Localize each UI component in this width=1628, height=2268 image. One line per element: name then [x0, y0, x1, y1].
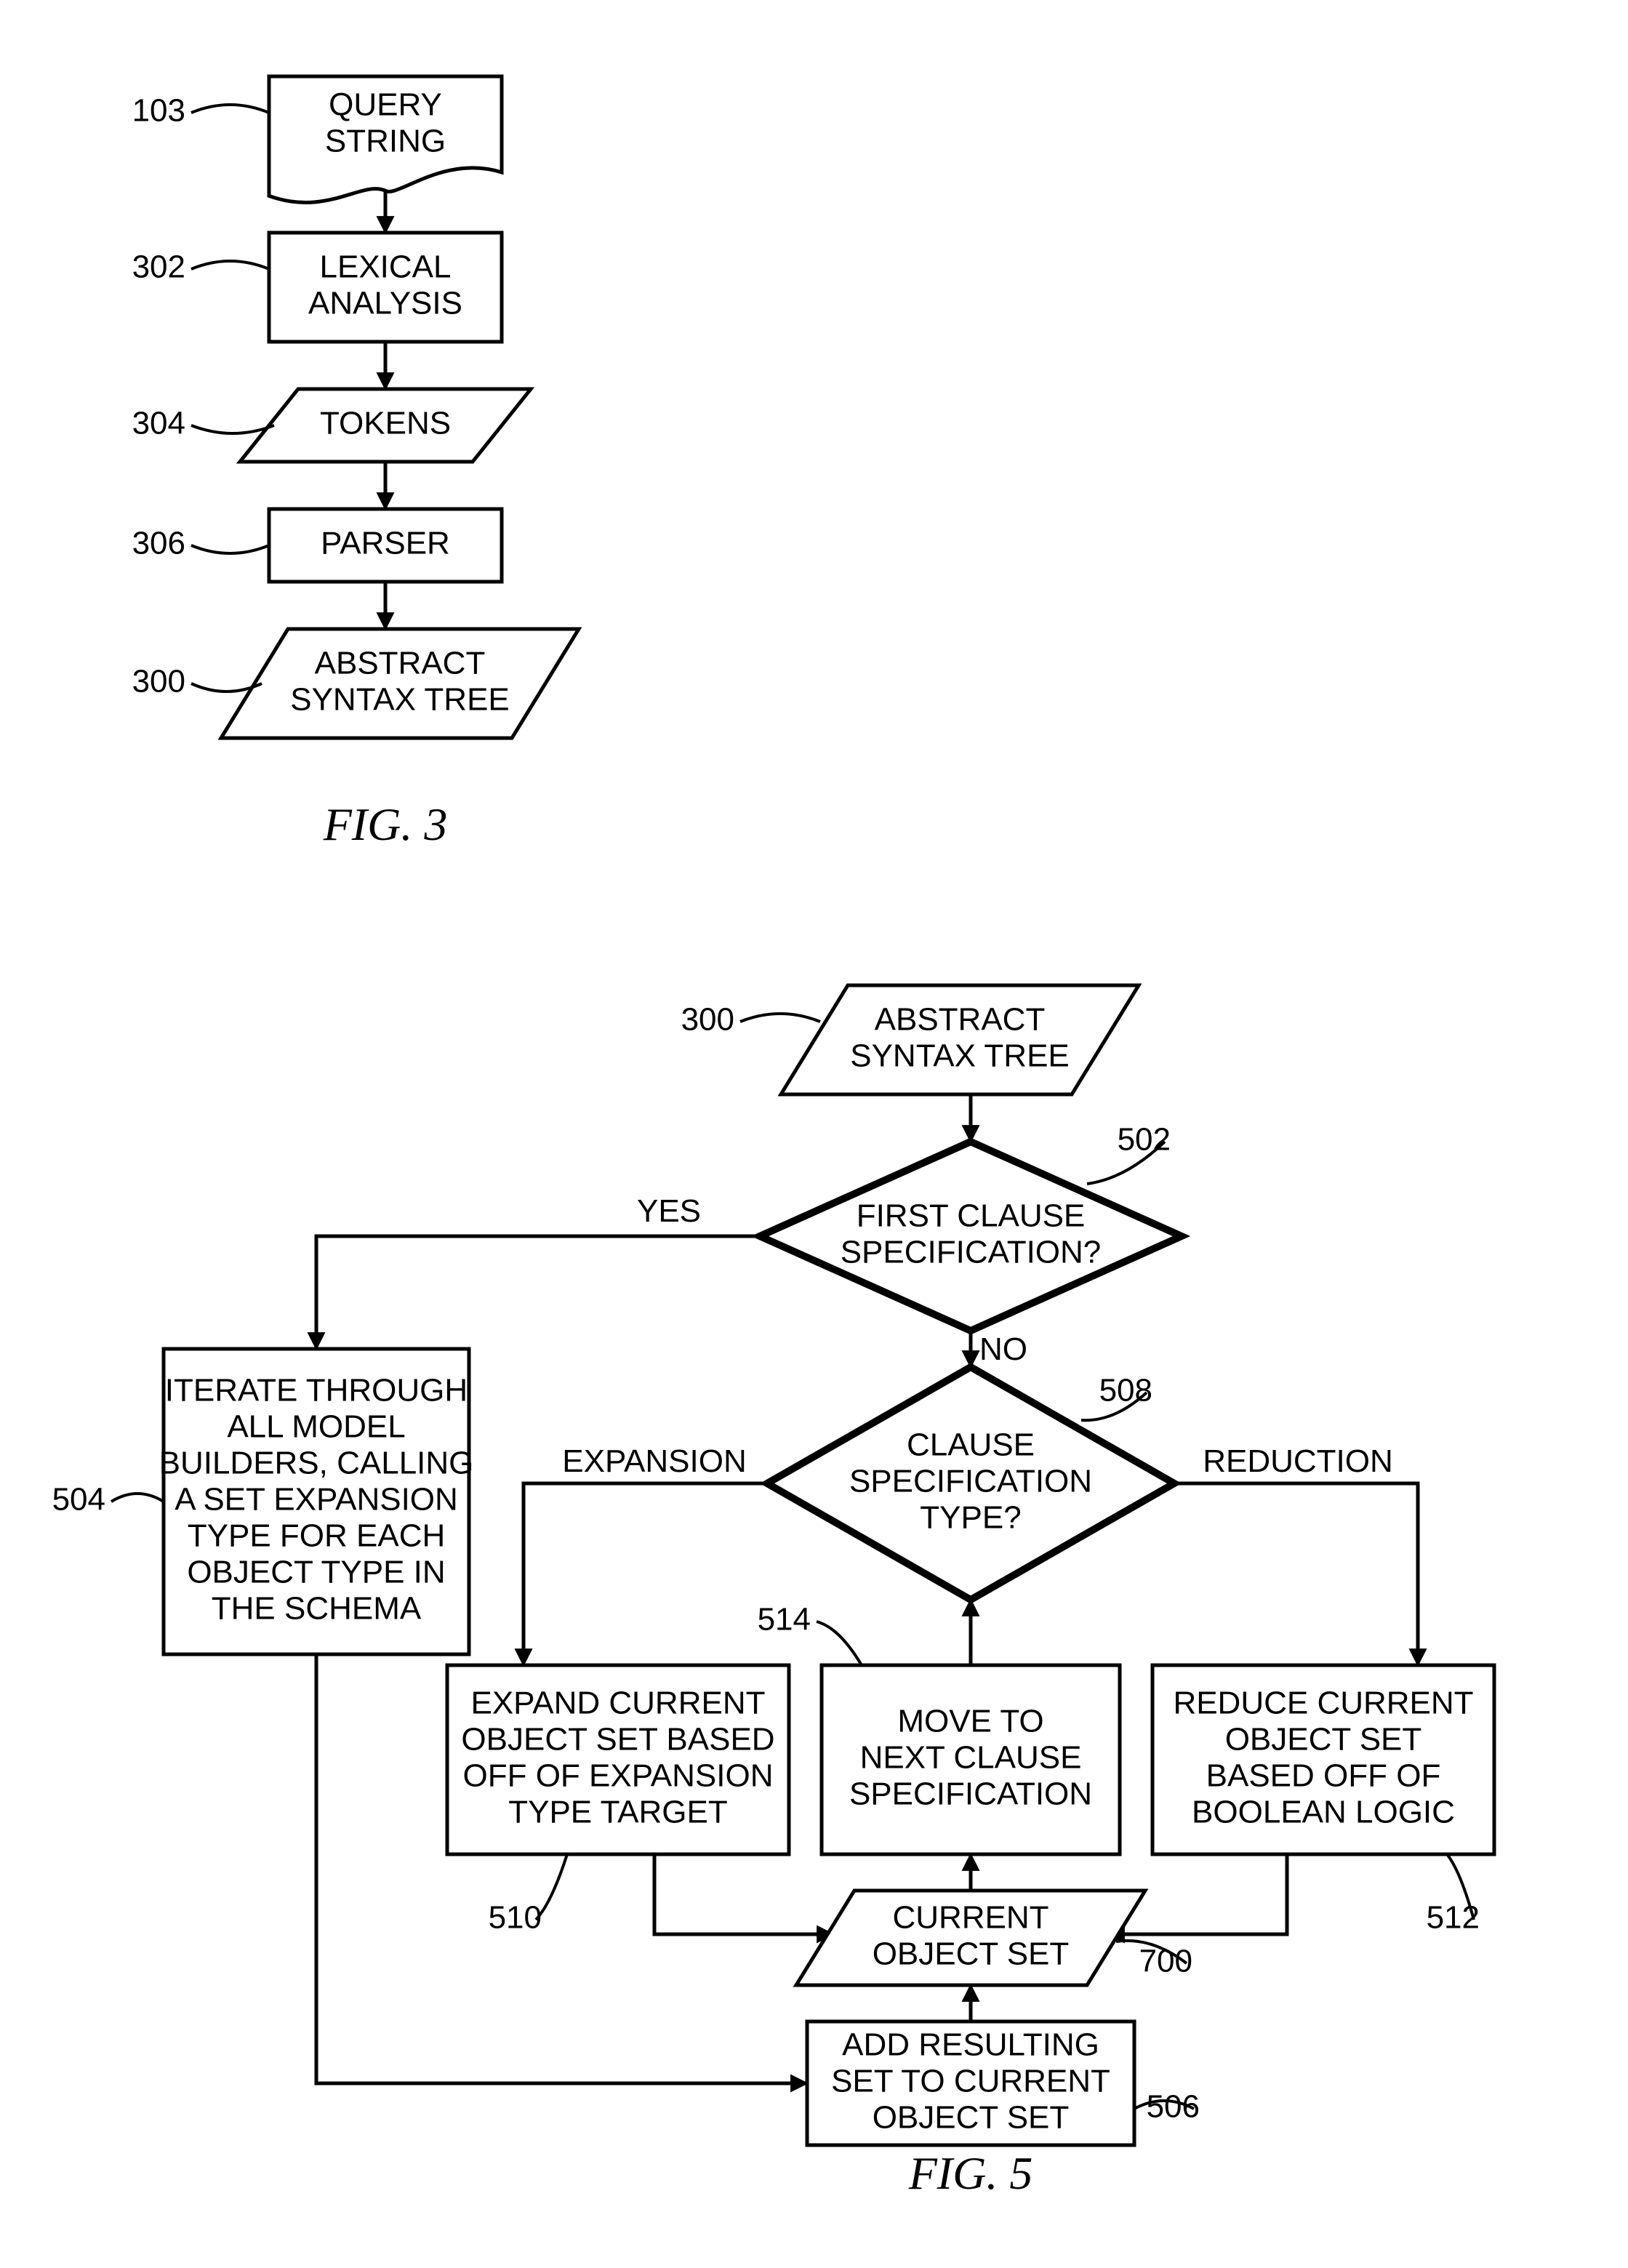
svg-text:502: 502	[1118, 1122, 1171, 1158]
flow-arrow	[654, 1854, 833, 1934]
svg-text:304: 304	[132, 406, 185, 441]
node-text: SYNTAX TREE	[850, 1038, 1070, 1074]
node-text: BUILDERS, CALLING	[159, 1446, 474, 1481]
flow-arrow	[316, 1236, 760, 1349]
node-f5_506: ADD RESULTINGSET TO CURRENTOBJECT SET	[807, 2021, 1134, 2145]
node-text: THE SCHEMA	[212, 1591, 422, 1627]
node-n304: TOKENS	[240, 389, 531, 462]
node-text: PARSER	[321, 526, 450, 561]
node-text: CURRENT	[892, 1900, 1048, 1936]
node-text: BOOLEAN LOGIC	[1192, 1795, 1455, 1830]
node-text: REDUCE CURRENT	[1173, 1686, 1473, 1721]
svg-text:306: 306	[132, 526, 185, 561]
svg-text:508: 508	[1099, 1373, 1152, 1409]
node-n103: QUERYSTRING	[269, 76, 502, 202]
node-text: ABSTRACT	[875, 1002, 1046, 1038]
ref-label-700: 700	[1116, 1941, 1192, 1979]
node-text: OFF OF EXPANSION	[462, 1758, 773, 1794]
edge-label: REDUCTION	[1203, 1443, 1393, 1479]
svg-text:512: 512	[1427, 1900, 1480, 1936]
svg-text:504: 504	[52, 1482, 105, 1518]
diagram-root: QUERYSTRING LEXICALANALYSIS TOKENS PARSER AB…	[0, 0, 1628, 2268]
node-text: A SET EXPANSION	[175, 1482, 458, 1518]
figure-caption: FIG. 5	[908, 2147, 1033, 2199]
ref-label-508: 508	[1081, 1373, 1152, 1421]
node-n302: LEXICALANALYSIS	[269, 233, 502, 342]
node-f5_514: MOVE TONEXT CLAUSESPECIFICATION	[822, 1665, 1120, 1854]
flow-arrow	[524, 1483, 767, 1665]
node-text: OBJECT SET	[873, 2100, 1070, 2136]
node-f5_ast: ABSTRACTSYNTAX TREE	[781, 985, 1139, 1094]
fig5: ABSTRACTSYNTAX TREEFIRST CLAUSESPECIFICA…	[52, 985, 1494, 2199]
node-f5_700: CURRENTOBJECT SET	[796, 1891, 1145, 1985]
node-text: TOKENS	[320, 406, 451, 441]
node-text: SPECIFICATION?	[841, 1235, 1102, 1270]
figure-caption: FIG. 3	[323, 798, 448, 850]
node-text: BASED OFF OF	[1206, 1758, 1441, 1794]
node-f5_512: REDUCE CURRENTOBJECT SETBASED OFF OFBOOL…	[1152, 1665, 1494, 1854]
node-text: OBJECT SET	[873, 1936, 1070, 1972]
node-f5_d502: FIRST CLAUSESPECIFICATION?	[760, 1142, 1182, 1331]
node-text: ANALYSIS	[308, 286, 462, 321]
node-text: EXPAND CURRENT	[470, 1686, 765, 1721]
node-n300: ABSTRACTSYNTAX TREE	[221, 629, 579, 738]
node-text: ITERATE THROUGH	[165, 1373, 468, 1409]
svg-text:103: 103	[132, 93, 185, 129]
node-text: SPECIFICATION	[849, 1464, 1092, 1499]
ref-label-512: 512	[1427, 1854, 1480, 1936]
node-text: LEXICAL	[320, 249, 452, 285]
node-text: TYPE TARGET	[508, 1795, 728, 1830]
svg-text:300: 300	[681, 1002, 734, 1038]
node-n306: PARSER	[269, 509, 502, 582]
node-text: CLAUSE	[907, 1427, 1035, 1463]
node-text: TYPE FOR EACH	[188, 1518, 446, 1554]
node-text: OBJECT SET	[1225, 1722, 1422, 1758]
node-text: STRING	[325, 124, 446, 159]
ref-label-103: 103	[132, 93, 269, 129]
ref-label-510: 510	[489, 1854, 567, 1936]
node-text: NEXT CLAUSE	[860, 1740, 1082, 1776]
node-text: OBJECT SET BASED	[461, 1722, 774, 1758]
svg-text:514: 514	[758, 1602, 811, 1638]
ref-label-306: 306	[132, 526, 269, 561]
node-text: ABSTRACT	[315, 646, 486, 681]
ref-label-502: 502	[1087, 1122, 1171, 1184]
ref-label-302: 302	[132, 249, 269, 285]
ref-label-300: 300	[681, 1002, 820, 1038]
svg-text:510: 510	[489, 1900, 542, 1936]
edge-label: EXPANSION	[562, 1443, 746, 1479]
node-text: ADD RESULTING	[842, 2027, 1099, 2063]
ref-label-514: 514	[758, 1602, 862, 1665]
svg-text:302: 302	[132, 249, 185, 285]
node-text: MOVE TO	[897, 1704, 1043, 1739]
flow-arrow	[1174, 1483, 1418, 1665]
ref-label-300: 300	[132, 664, 262, 700]
node-text: FIRST CLAUSE	[857, 1198, 1086, 1234]
diagram-svg: QUERYSTRING LEXICALANALYSIS TOKENS PARSER AB…	[0, 0, 1628, 2268]
fig3: QUERYSTRING LEXICALANALYSIS TOKENS PARSER AB…	[132, 76, 579, 850]
node-text: TYPE?	[920, 1500, 1021, 1536]
node-f5_504: ITERATE THROUGHALL MODELBUILDERS, CALLIN…	[159, 1349, 474, 1654]
edge-label: YES	[637, 1193, 701, 1229]
node-text: SPECIFICATION	[849, 1776, 1092, 1812]
edge-label: NO	[979, 1331, 1027, 1367]
node-text: OBJECT TYPE IN	[187, 1555, 445, 1590]
node-text: SYNTAX TREE	[290, 682, 510, 718]
ref-label-506: 506	[1134, 2089, 1200, 2125]
node-text: QUERY	[329, 87, 442, 123]
ref-label-504: 504	[52, 1482, 164, 1518]
node-text: ALL MODEL	[227, 1409, 405, 1445]
ref-label-304: 304	[132, 406, 274, 441]
svg-text:300: 300	[132, 664, 185, 700]
node-f5_510: EXPAND CURRENTOBJECT SET BASEDOFF OF EXP…	[447, 1665, 789, 1854]
node-text: SET TO CURRENT	[831, 2064, 1110, 2099]
